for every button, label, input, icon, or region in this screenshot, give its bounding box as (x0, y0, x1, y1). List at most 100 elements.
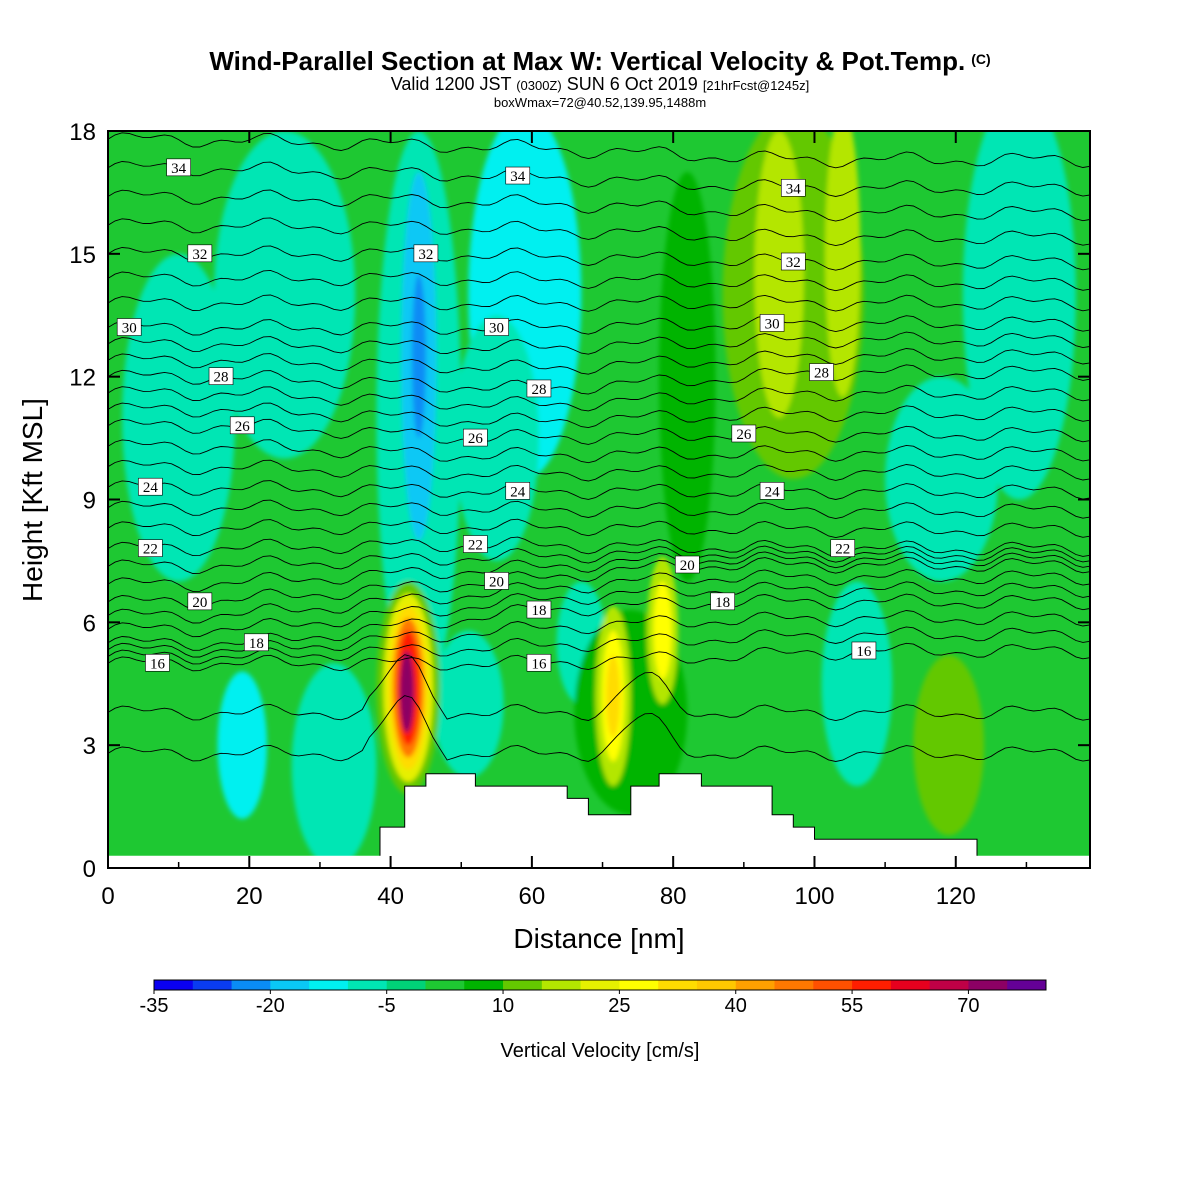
svg-text:20: 20 (489, 574, 504, 590)
theta-label: 18 (710, 592, 735, 611)
colorbar-tick-label: 40 (725, 995, 747, 1017)
svg-text:26: 26 (736, 427, 752, 443)
forecast-info: [21hrFcst@1245z] (702, 78, 810, 93)
theta-label: 20 (675, 555, 700, 574)
theta-label: 22 (138, 539, 163, 558)
colorbar-swatch (1007, 980, 1047, 990)
theta-label: 20 (187, 592, 213, 611)
colorbar-swatch (386, 980, 426, 990)
svg-text:22: 22 (468, 538, 483, 554)
svg-text:26: 26 (235, 419, 251, 435)
colorbar-tick-label: -20 (256, 995, 285, 1017)
y-tick-label: 15 (69, 242, 96, 269)
colorbar-swatch (890, 980, 931, 990)
x-tick-label: 120 (936, 883, 976, 910)
theta-label: 30 (759, 314, 785, 332)
svg-text:32: 32 (786, 255, 801, 271)
x-tick-label: 100 (794, 883, 834, 910)
colorbar-title: Vertical Velocity [cm/s] (501, 1040, 700, 1062)
theta-label: 18 (244, 633, 269, 652)
chart-title: Wind-Parallel Section at Max W: Vertical… (0, 44, 1200, 76)
svg-text:22: 22 (835, 542, 850, 558)
theta-label: 22 (830, 539, 856, 558)
colorbar-swatch (231, 980, 271, 990)
colorbar-tick-label: -5 (378, 995, 396, 1017)
valid-prefix: Valid 1200 JST (390, 74, 512, 94)
svg-text:34: 34 (786, 181, 802, 197)
theta-label: 16 (526, 653, 552, 672)
colorbar-swatch (658, 980, 698, 990)
box-wmax-info: boxWmax=72@40.52,139.95,1488m (493, 95, 707, 110)
svg-text:34: 34 (171, 161, 187, 177)
y-tick-label: 12 (69, 365, 96, 392)
colorbar-swatch (968, 980, 1008, 990)
svg-text:24: 24 (765, 484, 781, 500)
colorbar-swatch (309, 980, 349, 990)
colorbar-tick-label: 55 (841, 995, 863, 1017)
theta-label: 28 (208, 367, 234, 386)
y-tick-label: 9 (83, 488, 96, 515)
chart-title-text: Wind-Parallel Section at Max W: Vertical… (209, 46, 966, 76)
theta-label: 26 (731, 424, 757, 443)
svg-text:30: 30 (122, 321, 137, 337)
colorbar-swatch (619, 980, 659, 990)
theta-label: 28 (809, 363, 834, 382)
svg-text:20: 20 (192, 595, 207, 611)
colorbar-tick-label: -35 (140, 995, 169, 1017)
svg-text:30: 30 (765, 316, 780, 332)
colorbar-swatch (154, 980, 194, 990)
theta-label: 34 (166, 158, 191, 177)
svg-text:22: 22 (143, 542, 158, 558)
svg-text:16: 16 (856, 644, 872, 660)
colorbar-swatch (696, 980, 737, 990)
theta-label: 24 (759, 482, 785, 500)
colorbar-swatch (580, 980, 620, 990)
axes: 0 20 40 60 80 100 120 0 3 6 9 12 15 18 (69, 119, 1090, 910)
valid-date: SUN 6 Oct 2019 (566, 74, 698, 94)
valid-time: Valid 1200 JST (0300Z) SUN 6 Oct 2019 [2… (0, 74, 1200, 96)
x-tick-label: 60 (519, 883, 546, 910)
valid-zulu: (0300Z) (516, 78, 562, 93)
colorbar-swatch (774, 980, 814, 990)
colorbar-tick-label: 70 (957, 995, 979, 1017)
theta-label: 20 (484, 572, 509, 590)
theta-label: 30 (484, 318, 509, 337)
theta-label: 32 (413, 244, 439, 263)
svg-text:32: 32 (192, 247, 207, 263)
theta-label: 34 (505, 166, 531, 185)
theta-label: 24 (505, 482, 531, 500)
svg-text:16: 16 (531, 656, 547, 672)
colorbar-swatch (735, 980, 776, 990)
colorbar-swatch (503, 980, 543, 990)
colorbar-swatch (192, 980, 233, 990)
svg-text:28: 28 (214, 370, 229, 386)
theta-label: 28 (526, 379, 552, 398)
x-axis-title: Distance [nm] (513, 923, 684, 954)
colorbar-swatch (347, 980, 388, 990)
theta-label: 34 (780, 179, 806, 197)
svg-text:28: 28 (814, 366, 829, 382)
svg-text:24: 24 (510, 484, 526, 500)
theta-label: 26 (463, 428, 488, 447)
svg-text:28: 28 (531, 382, 546, 398)
title-block: Wind-Parallel Section at Max W: Vertical… (0, 44, 1200, 110)
svg-text:16: 16 (150, 656, 166, 672)
x-tick-label: 20 (236, 883, 263, 910)
colorbar-tick-label: 25 (608, 995, 630, 1017)
svg-text:30: 30 (489, 321, 504, 337)
svg-text:20: 20 (680, 558, 695, 574)
theta-label: 26 (229, 416, 255, 435)
svg-text:18: 18 (531, 603, 546, 619)
colorbar: -35 -20 -5 10 25 40 55 70 (140, 979, 1047, 1017)
svg-text:32: 32 (418, 247, 433, 263)
svg-text:18: 18 (249, 636, 264, 652)
y-tick-label: 0 (83, 856, 96, 883)
y-tick-label: 3 (83, 733, 96, 760)
theta-label: 32 (187, 244, 213, 263)
theta-label: 16 (145, 653, 170, 672)
colorbar-swatch (270, 980, 310, 990)
x-tick-label: 0 (101, 883, 114, 910)
colorbar-swatch (852, 980, 892, 990)
theta-label: 18 (526, 600, 552, 619)
